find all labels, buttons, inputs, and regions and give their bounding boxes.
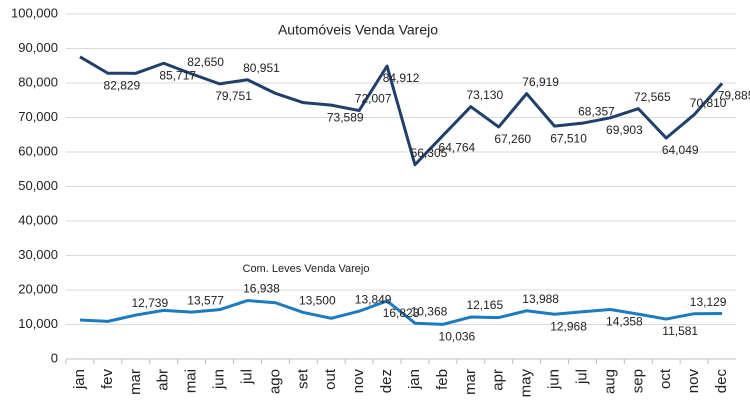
data-label: 79,751 <box>215 89 252 103</box>
data-label: 84,912 <box>383 71 420 85</box>
x-tick-label: jun <box>211 369 228 390</box>
x-tick-label: feb <box>434 369 451 390</box>
y-tick-label: 90,000 <box>18 40 58 55</box>
y-tick-label: 100,000 <box>11 5 58 20</box>
x-tick-label: set <box>294 368 311 389</box>
data-label: 82,829 <box>104 78 141 92</box>
x-tick-label: oct <box>657 368 674 389</box>
data-label: 85,717 <box>159 68 196 82</box>
data-label: 64,764 <box>439 141 476 155</box>
y-tick-label: 50,000 <box>18 178 58 193</box>
data-label: 10,036 <box>439 330 476 344</box>
y-tick-label: 70,000 <box>18 109 58 124</box>
x-tick-label: mar <box>462 369 479 395</box>
x-tick-label: may <box>518 369 535 398</box>
x-tick-label: apr <box>490 369 507 391</box>
data-label: 14,358 <box>606 315 643 329</box>
x-tick-label: ago <box>266 369 283 394</box>
series-line <box>79 55 724 167</box>
x-tick-label: out <box>322 368 339 390</box>
data-label: 13,129 <box>690 295 727 309</box>
data-label: 76,919 <box>522 75 559 89</box>
data-label: 72,565 <box>634 90 671 104</box>
y-tick-label: 80,000 <box>18 74 58 89</box>
data-label: 67,510 <box>550 131 587 145</box>
data-label: 67,260 <box>494 132 531 146</box>
y-tick-label: 10,000 <box>18 316 58 331</box>
series-name: Com. Leves Venda Varejo <box>243 263 370 275</box>
y-tick-label: 30,000 <box>18 247 58 262</box>
data-label: 69,903 <box>606 123 643 137</box>
x-tick-label: sep <box>629 369 646 393</box>
data-label: 12,968 <box>550 319 587 333</box>
data-label: 79,885 <box>718 89 750 103</box>
data-label: 80,951 <box>243 61 280 75</box>
data-label: 13,988 <box>522 292 559 306</box>
y-tick-label: 40,000 <box>18 212 58 227</box>
x-tick-label: fev <box>99 369 116 390</box>
x-tick-label: mar <box>127 369 144 395</box>
data-label: 72,007 <box>355 92 392 106</box>
data-label: 16,938 <box>243 282 280 296</box>
x-tick-label: abr <box>155 369 172 391</box>
data-label: 73,130 <box>466 88 503 102</box>
x-tick-label: nov <box>350 369 367 394</box>
data-label: 10,368 <box>411 304 448 318</box>
x-tick-label: dec <box>713 369 730 394</box>
y-tick-label: 20,000 <box>18 281 58 296</box>
data-label: 82,650 <box>187 55 224 69</box>
data-label: 12,165 <box>466 298 503 312</box>
x-tick-label: dez <box>378 369 395 393</box>
series-line <box>79 299 723 326</box>
data-label: 56,305 <box>411 146 448 160</box>
series-name: Automóveis Venda Varejo <box>278 22 438 38</box>
data-label: 68,357 <box>578 104 615 118</box>
data-label: 13,849 <box>355 292 392 306</box>
data-label: 70,810 <box>690 96 727 110</box>
data-label: 13,577 <box>187 293 224 307</box>
x-tick-label: jan <box>71 369 88 390</box>
x-tick-label: nov <box>685 369 702 394</box>
data-label: 13,500 <box>299 294 336 308</box>
y-tick-label: 0 <box>51 350 58 365</box>
x-tick-label: jan <box>406 369 423 390</box>
x-tick-label: jun <box>546 369 563 390</box>
x-tick-label: jul <box>573 369 590 385</box>
x-tick-label: mai <box>183 369 200 393</box>
data-label: 11,581 <box>662 324 698 338</box>
data-label: 12,739 <box>131 296 168 310</box>
y-tick-label: 60,000 <box>18 143 58 158</box>
data-label: 64,049 <box>662 143 699 157</box>
x-tick-label: jul <box>238 369 255 385</box>
data-label: 16,823 <box>383 306 420 320</box>
data-label: 73,589 <box>327 110 364 124</box>
x-tick-label: aug <box>601 369 618 394</box>
